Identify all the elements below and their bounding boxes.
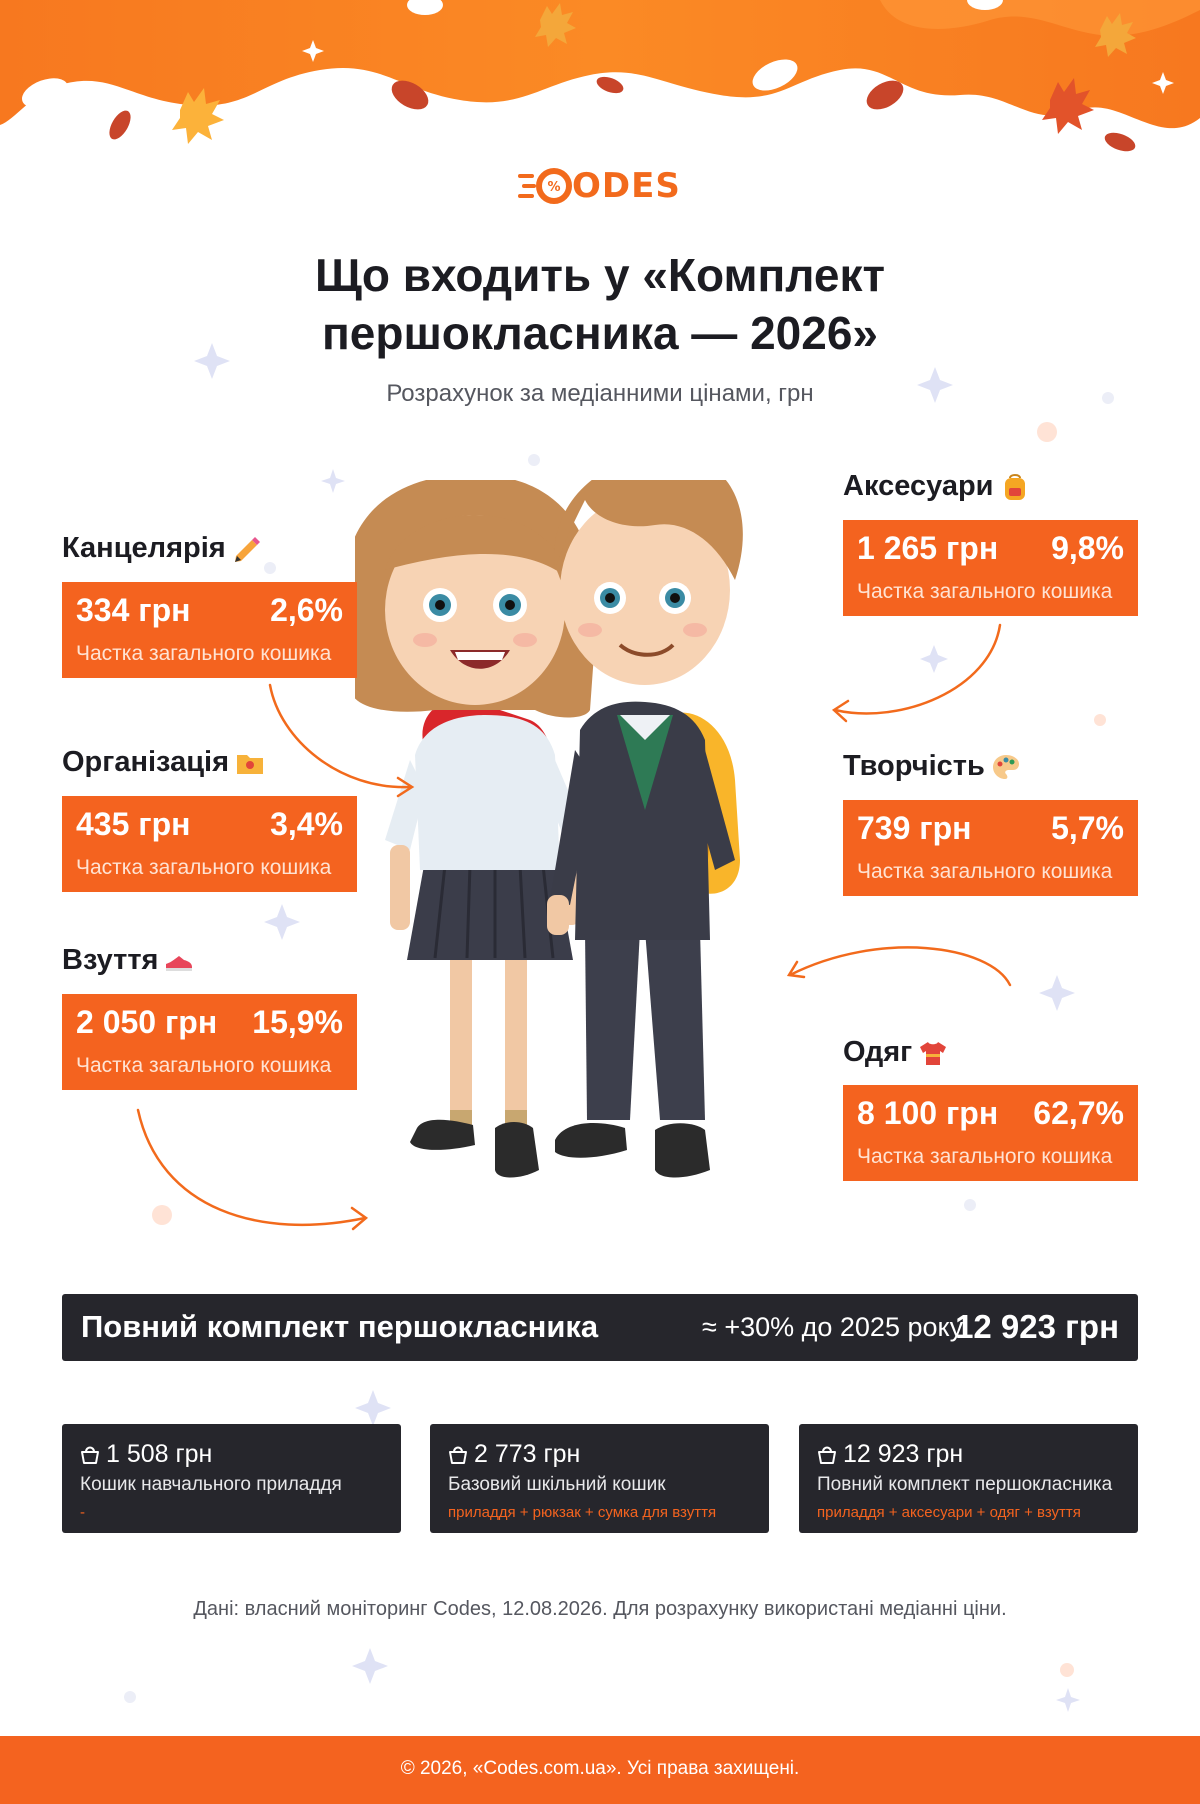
clothing-note: Частка загального кошика <box>857 1145 1113 1168</box>
basket-price: 1 508 грн <box>106 1440 213 1468</box>
category-accessories-label: Аксесуари <box>843 470 1030 503</box>
category-stationery-label: Канцелярія <box>62 532 262 565</box>
sneaker-icon <box>166 955 193 971</box>
footer: © 2026, «Codes.com.ua». Усі права захище… <box>0 1736 1200 1804</box>
organization-share: 3,4% <box>270 806 343 842</box>
accessories-share: 9,8% <box>1051 530 1124 566</box>
creativity-share: 5,7% <box>1051 810 1124 846</box>
schoolchildren-illustration <box>355 480 743 1178</box>
codes-logo[interactable]: % ODES <box>518 164 688 208</box>
shoes-share: 15,9% <box>252 1004 343 1040</box>
basket-icon <box>81 1446 99 1464</box>
category-organization-card: 435 грн 3,4% Частка загального кошика <box>62 796 357 892</box>
category-accessories-card: 1 265 грн 9,8% Частка загального кошика <box>843 520 1138 616</box>
creativity-price: 739 грн <box>857 810 972 846</box>
organization-price: 435 грн <box>76 806 191 842</box>
logo-text: ODES <box>572 166 681 206</box>
pencil-icon <box>234 536 260 562</box>
data-source-note: Дані: власний моніторинг Codes, 12.08.20… <box>193 1598 1007 1620</box>
page-subtitle: Розрахунок за медіанними цінами, грн <box>386 380 814 407</box>
category-clothing-card: 8 100 грн 62,7% Частка загального кошика <box>843 1085 1138 1181</box>
stationery-share: 2,6% <box>270 592 343 628</box>
basket-card-supplies: 1 508 грн Кошик навчального приладдя - <box>62 1424 401 1533</box>
total-label: Повний комплект першокласника <box>81 1309 599 1344</box>
clothing-price: 8 100 грн <box>857 1095 999 1131</box>
svg-text:%: % <box>547 180 560 195</box>
stationery-note: Частка загального кошика <box>76 642 332 665</box>
leaf-icon <box>172 88 224 144</box>
category-shoes-label: Взуття <box>62 944 194 977</box>
basket-card-basic: 2 773 грн Базовий шкільний кошик приладд… <box>430 1424 769 1533</box>
shoes-note: Частка загального кошика <box>76 1054 332 1077</box>
logo-mark-icon: % <box>518 168 572 204</box>
stationery-price: 334 грн <box>76 592 191 628</box>
tshirt-icon <box>920 1041 947 1065</box>
basket-name: Базовий шкільний кошик <box>448 1474 666 1495</box>
accessories-price: 1 265 грн <box>857 530 999 566</box>
basket-icon <box>818 1446 836 1464</box>
footer-copyright: © 2026, «Codes.com.ua». Усі права захище… <box>400 1758 800 1779</box>
header-autumn-wave <box>0 0 1200 152</box>
total-summary-bar: Повний комплект першокласника ≈ +30% до … <box>62 1294 1138 1361</box>
page-title: Що входить у «Комплект першокласника — 2… <box>314 249 886 359</box>
backpack-icon <box>1004 473 1025 500</box>
creativity-note: Частка загального кошика <box>857 860 1113 883</box>
palette-icon <box>992 754 1019 779</box>
basket-name: Повний комплект першокласника <box>817 1474 1113 1495</box>
basket-composition: - <box>80 1504 85 1521</box>
category-shoes-card: 2 050 грн 15,9% Частка загального кошика <box>62 994 357 1090</box>
category-stationery-card: 334 грн 2,6% Частка загального кошика <box>62 582 357 678</box>
accessories-note: Частка загального кошика <box>857 580 1113 603</box>
basket-price: 12 923 грн <box>843 1440 964 1468</box>
basket-composition: приладдя + рюкзак + сумка для взуття <box>448 1504 717 1521</box>
organization-note: Частка загального кошика <box>76 856 332 879</box>
basket-price: 2 773 грн <box>474 1440 581 1468</box>
shoes-price: 2 050 грн <box>76 1004 218 1040</box>
folder-icon <box>237 754 264 774</box>
basket-name: Кошик навчального приладдя <box>80 1474 342 1495</box>
clothing-share: 62,7% <box>1033 1095 1124 1131</box>
basket-composition: приладдя + аксесуари + одяг + взуття <box>817 1504 1081 1521</box>
total-value: 12 923 грн <box>955 1308 1119 1345</box>
category-organization-label: Організація <box>62 746 265 779</box>
category-creativity-label: Творчість <box>843 750 1021 783</box>
category-creativity-card: 739 грн 5,7% Частка загального кошика <box>843 800 1138 896</box>
basket-icon <box>449 1446 467 1464</box>
category-clothing-label: Одяг <box>843 1036 948 1069</box>
basket-card-full: 12 923 грн Повний комплект першокласника… <box>799 1424 1138 1533</box>
total-growth: ≈ +30% до 2025 року <box>702 1312 964 1342</box>
